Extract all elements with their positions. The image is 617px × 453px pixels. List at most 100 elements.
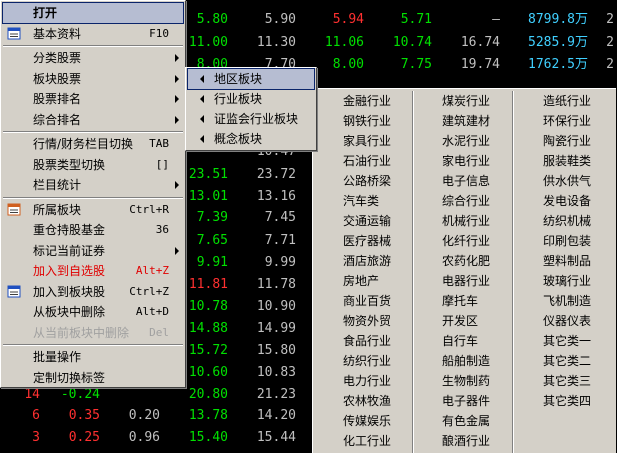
industry-item[interactable]: 煤炭行业 — [442, 94, 491, 108]
menu-label: 加入到自选股 — [33, 264, 106, 278]
industry-item[interactable]: 交通运输 — [343, 214, 392, 228]
quote-cell: 15.44 — [256, 430, 296, 445]
menu-item[interactable]: 综合排名 — [3, 110, 183, 130]
industry-item[interactable]: 印刷包装 — [543, 234, 592, 248]
industry-item[interactable]: 传媒娱乐 — [343, 414, 392, 428]
industry-item[interactable]: 家电行业 — [442, 154, 491, 168]
menu-item[interactable]: 从板块中删除 Alt+D — [3, 302, 183, 322]
industry-item[interactable]: 商业百货 — [343, 294, 392, 308]
industry-item[interactable]: 环保行业 — [543, 114, 592, 128]
quote-cell: 0.96 — [128, 430, 160, 445]
menu-item[interactable]: 分类股票 — [3, 48, 183, 68]
industry-item[interactable]: 水泥行业 — [442, 134, 491, 148]
menu-item[interactable]: 股票排名 — [3, 89, 183, 109]
industry-item[interactable]: 其它类四 — [543, 394, 592, 408]
menu-item[interactable]: 批量操作 — [3, 347, 183, 367]
quote-cell: 0.35 — [68, 408, 100, 423]
industry-item[interactable]: 机械行业 — [442, 214, 491, 228]
industry-item[interactable]: 建筑建材 — [442, 114, 491, 128]
industry-item[interactable]: 造纸行业 — [543, 94, 592, 108]
menu-item[interactable]: 行情/财务栏目切换 TAB — [3, 134, 183, 154]
industry-item[interactable]: 化工行业 — [343, 434, 392, 448]
industry-item[interactable]: 化纤行业 — [442, 234, 491, 248]
industry-item[interactable]: 综合行业 — [442, 194, 491, 208]
industry-item[interactable]: 服装鞋类 — [543, 154, 592, 168]
industry-item[interactable]: 其它类三 — [543, 374, 592, 388]
menu-item[interactable]: 打开 — [2, 2, 184, 24]
industry-item[interactable]: 纺织行业 — [343, 354, 392, 368]
quote-cell: 7.71 — [264, 233, 296, 248]
menu-item[interactable]: 所属板块 Ctrl+R — [3, 200, 183, 220]
industry-item[interactable]: 汽车类 — [343, 194, 380, 208]
industry-item[interactable]: 电子信息 — [442, 174, 491, 188]
quote-cell: 7.65 — [196, 233, 228, 248]
industry-item[interactable]: 电力行业 — [343, 374, 392, 388]
menu-label: 从当前板块中删除 — [33, 325, 130, 340]
industry-item[interactable]: 其它类一 — [543, 334, 592, 348]
industry-item[interactable]: 物资外贸 — [343, 314, 392, 328]
industry-item[interactable]: 自行车 — [442, 334, 479, 348]
industry-item[interactable]: 仪器仪表 — [543, 314, 592, 328]
industry-item[interactable]: 发电设备 — [543, 194, 592, 208]
menu-item[interactable]: 股票类型切换 [] — [3, 155, 183, 175]
industry-item[interactable]: 船舶制造 — [442, 354, 491, 368]
industry-item[interactable]: 公路桥梁 — [343, 174, 392, 188]
industry-item[interactable]: 金融行业 — [343, 94, 392, 108]
submenu-arrow — [200, 95, 204, 103]
menu-label: 栏目统计 — [33, 178, 82, 192]
submenu-item[interactable]: 证监会行业板块 — [188, 109, 314, 129]
industry-item[interactable]: 陶瓷行业 — [543, 134, 592, 148]
submenu-label: 证监会行业板块 — [214, 112, 299, 126]
menu-item[interactable]: 加入到板块股 Ctrl+Z — [3, 282, 183, 302]
industry-item[interactable]: 石油行业 — [343, 154, 392, 168]
menu-item[interactable]: 定制切换标签 — [3, 368, 183, 388]
menu-item[interactable]: 板块股票 — [3, 69, 183, 89]
industry-item[interactable]: 酿酒行业 — [442, 434, 491, 448]
quote-cell: 10.60 — [188, 365, 228, 380]
submenu-item[interactable]: 行业板块 — [188, 89, 314, 109]
menu-label: 标记当前证券 — [33, 243, 106, 258]
industry-item[interactable]: 农林牧渔 — [343, 394, 392, 408]
industry-item[interactable]: 农药化肥 — [442, 254, 491, 268]
submenu-item[interactable]: 地区板块 — [187, 68, 315, 90]
menu-item: 从当前板块中删除 Del — [3, 323, 183, 343]
quote-cell: 11.81 — [188, 277, 228, 292]
quote-cell: 2 — [606, 12, 614, 27]
industry-item[interactable]: 其它类二 — [543, 354, 592, 368]
industry-item[interactable]: 家具行业 — [343, 134, 392, 148]
menu-item[interactable]: 重仓持股基金 36 — [3, 220, 183, 240]
industry-item[interactable]: 供水供气 — [543, 174, 592, 188]
menu-item[interactable]: 基本资料 F10 — [3, 24, 183, 44]
menu-shortcut: TAB — [149, 137, 169, 150]
industry-item[interactable]: 开发区 — [442, 314, 479, 328]
industry-item[interactable]: 房地产 — [343, 274, 380, 288]
menu-item[interactable]: 加入到自选股 Alt+Z — [3, 261, 183, 281]
industry-item[interactable]: 有色金属 — [442, 414, 491, 428]
menu-label: 从板块中删除 — [33, 305, 106, 319]
submenu-arrow — [175, 54, 179, 62]
industry-item[interactable]: 电子器件 — [442, 394, 491, 408]
quote-cell: 1762.5万 — [528, 57, 588, 72]
quote-cell: 14.99 — [256, 321, 296, 336]
industry-item[interactable]: 酒店旅游 — [343, 254, 392, 268]
industry-item[interactable]: 食品行业 — [343, 334, 392, 348]
industry-item[interactable]: 电器行业 — [442, 274, 491, 288]
quote-cell: -0.24 — [60, 387, 100, 402]
quote-cell: 10.83 — [256, 365, 296, 380]
quote-cell: 14 — [24, 387, 40, 402]
industry-item[interactable]: 塑料制品 — [543, 254, 592, 268]
industry-item[interactable]: 摩托车 — [442, 294, 479, 308]
menu-label: 加入到板块股 — [33, 284, 106, 299]
menu-item[interactable]: 标记当前证券 — [3, 241, 183, 261]
quote-cell: 5.90 — [264, 12, 296, 27]
industry-item[interactable]: 纺织机械 — [543, 214, 592, 228]
menu-item[interactable]: 栏目统计 — [3, 175, 183, 195]
context-menu: 打开 基本资料 F10 分类股票 板块股票 股票排名 综合排名行情/财务栏目切换 TAB 股票类… — [0, 0, 186, 388]
industry-item[interactable]: 医疗器械 — [343, 234, 392, 248]
industry-item[interactable]: 生物制药 — [442, 374, 491, 388]
industry-item[interactable]: 钢铁行业 — [343, 114, 392, 128]
industry-item[interactable]: 飞机制造 — [543, 294, 592, 308]
industry-item[interactable]: 玻璃行业 — [543, 274, 592, 288]
quote-cell: 10.90 — [256, 299, 296, 314]
submenu-item[interactable]: 概念板块 — [188, 129, 314, 149]
